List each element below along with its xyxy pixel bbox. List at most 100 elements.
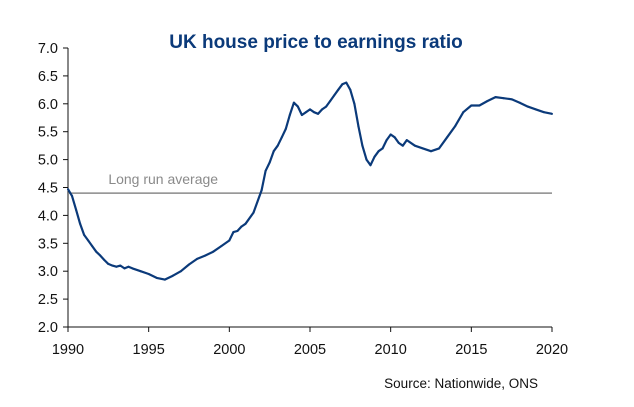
data-point	[333, 94, 336, 97]
series-points	[67, 81, 553, 281]
y-axis: 7.0 6.5 6.0 5.5 5.0 4.5 4.0 3.5 3.0 2.5 2.0	[38, 41, 68, 336]
data-point	[345, 81, 348, 84]
data-point	[494, 96, 497, 99]
data-point	[292, 101, 295, 104]
data-point	[526, 105, 529, 108]
data-point	[486, 100, 489, 103]
data-point	[188, 263, 190, 266]
data-point	[430, 150, 432, 153]
data-point	[329, 100, 332, 103]
data-point	[268, 161, 271, 164]
y-tick-label: 2.0	[38, 320, 58, 336]
x-tick-label: 2000	[213, 342, 245, 358]
data-point	[353, 102, 356, 105]
data-point	[204, 254, 207, 257]
y-tick-label: 6.5	[38, 69, 58, 85]
data-point	[123, 267, 126, 270]
data-point	[542, 111, 545, 114]
data-point	[103, 259, 106, 262]
data-point	[75, 208, 78, 211]
data-point	[518, 101, 521, 104]
data-point	[111, 264, 114, 267]
data-point	[288, 113, 291, 116]
data-point	[381, 147, 384, 150]
y-tick-label: 7.0	[38, 41, 58, 57]
data-point	[377, 150, 380, 153]
data-point	[79, 222, 82, 225]
x-tick-label: 1995	[133, 342, 165, 358]
data-point	[313, 111, 316, 114]
data-point	[119, 264, 122, 267]
data-point	[405, 139, 408, 142]
data-point	[337, 88, 340, 91]
data-point	[510, 98, 513, 101]
data-point	[389, 133, 392, 136]
data-point	[171, 274, 174, 277]
y-tick-label: 5.0	[38, 153, 58, 169]
data-point	[502, 97, 505, 100]
data-point	[228, 239, 231, 242]
data-point	[99, 254, 102, 257]
y-tick-label: 4.0	[38, 208, 58, 224]
y-tick-label: 3.5	[38, 236, 58, 252]
data-point	[309, 108, 311, 111]
data-point	[139, 270, 142, 273]
data-point	[421, 147, 424, 150]
data-point	[300, 113, 303, 116]
data-point	[361, 144, 364, 147]
data-point	[317, 112, 320, 115]
data-point	[446, 136, 449, 139]
data-point	[67, 188, 69, 191]
data-point	[127, 265, 130, 268]
data-point	[252, 211, 255, 214]
data-point	[470, 104, 473, 107]
data-point	[349, 88, 352, 91]
data-point	[131, 267, 134, 270]
data-point	[276, 144, 279, 147]
x-tick-label: 2005	[294, 342, 326, 358]
source-note: Source: Nationwide, ONS	[384, 376, 538, 391]
data-point	[107, 262, 110, 265]
x-tick-label: 1990	[52, 342, 84, 358]
data-point	[212, 250, 215, 253]
y-tick-label: 5.5	[38, 125, 58, 141]
data-point	[284, 127, 287, 130]
data-point	[321, 108, 324, 111]
data-point	[196, 257, 199, 260]
data-point	[397, 141, 400, 144]
x-tick-label: 2010	[375, 342, 407, 358]
data-point	[385, 139, 388, 142]
data-point	[232, 231, 235, 234]
x-tick-label: 2015	[455, 342, 487, 358]
data-point	[478, 104, 481, 107]
long-run-average-label: Long run average	[108, 171, 218, 187]
y-tick-label: 2.5	[38, 292, 58, 308]
data-point	[534, 108, 537, 111]
data-point	[373, 155, 376, 158]
data-point	[244, 222, 247, 225]
data-point	[83, 233, 86, 236]
data-point	[438, 147, 441, 150]
data-point	[357, 125, 360, 128]
data-point	[393, 136, 396, 139]
data-point	[462, 111, 465, 114]
x-tick-label: 2020	[536, 342, 568, 358]
x-axis: 1990 1995 2000 2005 2010 2015 2020	[52, 327, 568, 358]
data-point	[115, 265, 118, 268]
data-point	[369, 164, 372, 167]
data-point	[413, 144, 416, 147]
chart-title: UK house price to earnings ratio	[169, 32, 463, 53]
data-point	[155, 276, 158, 279]
y-tick-label: 4.5	[38, 181, 58, 197]
data-point	[71, 194, 74, 197]
data-point	[220, 245, 223, 248]
data-point	[264, 169, 267, 172]
data-point	[147, 272, 150, 275]
data-point	[260, 189, 263, 192]
data-point	[179, 270, 182, 273]
data-point	[551, 112, 553, 115]
data-point	[325, 105, 328, 108]
data-point	[163, 278, 166, 281]
data-point	[272, 150, 275, 153]
